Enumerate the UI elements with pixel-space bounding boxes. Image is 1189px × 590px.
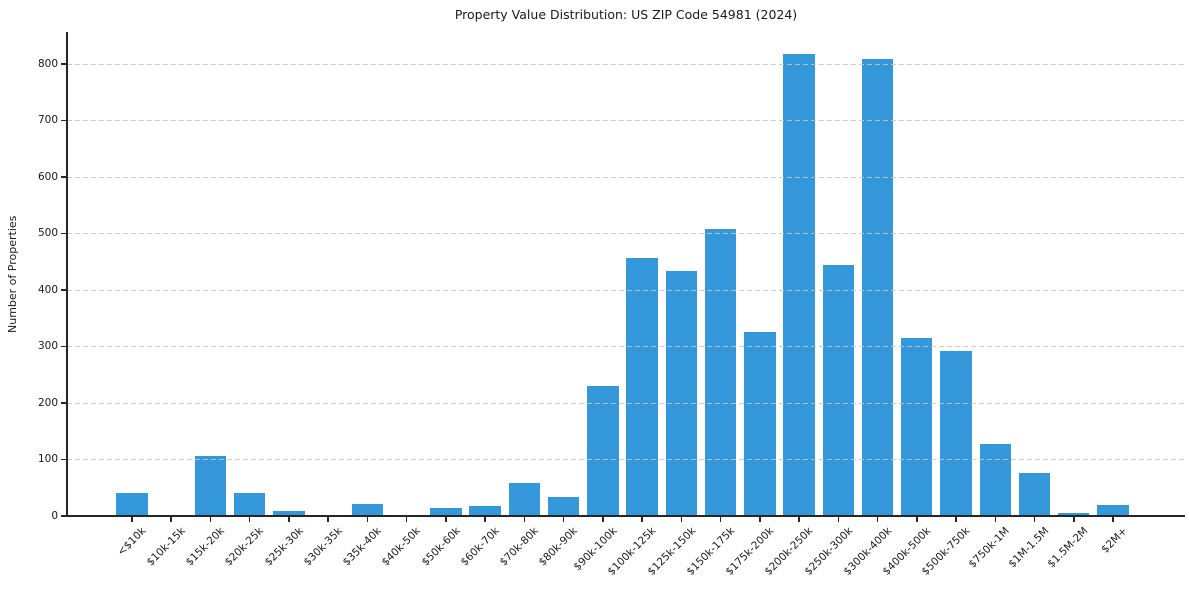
x-tick	[876, 517, 879, 522]
y-tick-label: 100	[37, 453, 58, 466]
x-tick	[327, 517, 329, 522]
y-tick-label: 300	[37, 340, 58, 353]
y-tick-label: 0	[51, 509, 58, 522]
grid-line	[67, 402, 1185, 404]
bar	[273, 511, 305, 516]
y-tick-label: 200	[37, 396, 58, 409]
y-tick	[61, 63, 66, 65]
grid-line	[67, 233, 1185, 235]
x-tick	[955, 517, 957, 522]
x-tick-label: $1.5M-2M	[1045, 525, 1091, 571]
x-tick	[562, 517, 565, 522]
bar	[430, 507, 462, 516]
y-axis-line	[66, 32, 68, 517]
bar	[234, 493, 266, 516]
y-tick	[61, 515, 66, 517]
x-tick-label: <$10k	[115, 525, 149, 559]
x-tick-label: $1M-1.5M	[1005, 525, 1052, 571]
bar	[704, 229, 737, 516]
x-tick	[1112, 517, 1114, 522]
x-tick-label: $25k-30k	[262, 525, 306, 569]
bar	[116, 493, 148, 516]
x-tick	[209, 517, 212, 522]
bar	[469, 506, 501, 516]
y-tick	[61, 119, 66, 122]
x-tick	[170, 517, 172, 522]
x-tick	[916, 517, 918, 522]
bar	[626, 257, 658, 516]
y-tick-label: 500	[37, 227, 58, 240]
x-tick	[680, 517, 683, 522]
y-tick	[61, 402, 66, 404]
y-tick	[61, 232, 66, 235]
y-tick-label: 800	[37, 57, 58, 70]
grid-line	[67, 346, 1185, 348]
x-tick-label: $40k-50k	[379, 525, 424, 569]
x-tick	[1073, 517, 1075, 522]
x-tick-label: $750k-1M	[966, 525, 1012, 571]
grid-line	[67, 289, 1185, 291]
bar	[901, 338, 933, 516]
x-tick	[248, 517, 251, 522]
x-tick	[1033, 517, 1036, 522]
x-axis-line	[66, 515, 1185, 517]
x-tick-label: $50k-60k	[419, 525, 463, 569]
x-tick	[131, 517, 133, 522]
x-tick	[719, 517, 722, 522]
x-tick	[405, 517, 408, 522]
y-tick-label: 400	[37, 283, 58, 296]
x-tick	[798, 517, 800, 522]
bar	[861, 58, 894, 516]
y-tick	[61, 176, 66, 178]
y-tick-label: 700	[37, 114, 58, 127]
grid-line	[67, 176, 1185, 178]
x-tick	[602, 517, 604, 522]
x-tick-label: $60k-70k	[458, 525, 502, 569]
bar	[547, 497, 580, 516]
x-tick-label: $35k-40k	[340, 525, 384, 569]
y-tick	[61, 345, 66, 348]
x-tick	[837, 517, 840, 522]
x-tick	[523, 517, 526, 522]
bar	[665, 271, 698, 516]
x-tick	[484, 517, 486, 522]
x-tick	[994, 517, 997, 522]
chart-title: Property Value Distribution: US ZIP Code…	[454, 7, 798, 22]
y-tick-label: 600	[37, 170, 58, 183]
bar	[979, 443, 1011, 516]
bar	[351, 504, 384, 516]
bar	[194, 455, 227, 516]
grid-line	[67, 120, 1185, 122]
x-tick	[366, 517, 369, 522]
grid-line	[67, 63, 1185, 65]
x-tick-label: $10k-15k	[144, 525, 188, 569]
x-tick	[445, 517, 447, 522]
y-tick	[61, 458, 66, 461]
y-axis-label: Number of Properties	[6, 215, 19, 333]
x-tick	[641, 517, 643, 522]
bar	[587, 386, 619, 516]
bar	[1097, 505, 1129, 516]
x-tick-label: $70k-80k	[497, 525, 541, 569]
x-tick-label: $2M+	[1098, 525, 1130, 556]
x-tick-label: $15k-20k	[183, 525, 227, 569]
bar	[508, 483, 541, 516]
bar	[822, 265, 854, 516]
x-tick-label: $30k-35k	[301, 525, 345, 569]
x-tick-label: $20k-25k	[222, 525, 267, 569]
bar	[783, 54, 815, 516]
y-tick	[61, 289, 66, 291]
bar	[744, 332, 776, 516]
x-tick	[759, 517, 761, 522]
bar	[1018, 472, 1051, 516]
bar	[1058, 512, 1090, 516]
grid-line	[67, 459, 1185, 461]
bar	[940, 350, 972, 516]
x-tick	[288, 517, 290, 522]
plot-area: 0 100 200 300 400 500 600 700 800 <$10k $10k-15k $1…	[38, 32, 1185, 578]
